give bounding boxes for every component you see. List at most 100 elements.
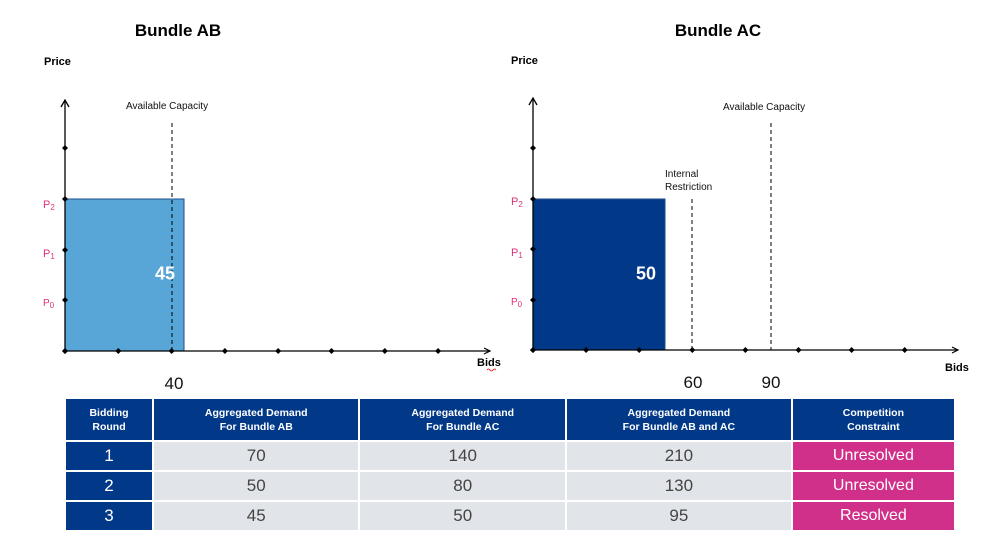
x-tick-marker: [636, 347, 643, 353]
header-demand-ac: Aggregated Demand For Bundle AC: [360, 399, 565, 440]
price-label-p2-ac: P2: [511, 196, 523, 209]
p-sub: 0: [517, 300, 523, 309]
price-label-p0-ab: P0: [43, 298, 54, 310]
x-axis-label-ac: Bids: [945, 362, 969, 374]
header-line: Aggregated Demand: [204, 406, 308, 419]
x-tick-marker: [435, 348, 442, 354]
restriction-value-ac: 60: [683, 373, 703, 392]
x-tick-marker: [795, 347, 802, 353]
demand-bar-ab: [64, 198, 185, 352]
cell-demand-ac: 80: [360, 472, 565, 500]
p-label: P: [511, 297, 518, 308]
cell-round: 2: [66, 472, 152, 500]
header-demand-ab-ac: Aggregated Demand For Bundle AB and AC: [566, 399, 791, 440]
available-capacity-label-ab: Available Capacity: [126, 101, 209, 112]
header-line: Constraint: [847, 420, 900, 433]
x-tick-marker: [115, 348, 122, 354]
bidding-rounds-table: Bidding Round Aggregated Demand For Bundle…: [64, 397, 956, 532]
y-tick-marker: [62, 297, 68, 303]
table-row: 1 70 140 210 Unresolved: [66, 442, 954, 470]
internal-restriction-label-1: Internal: [665, 169, 699, 180]
y-axis-arrow-icon: [528, 96, 538, 106]
header-demand-ab: Aggregated Demand For Bundle AB: [154, 399, 359, 440]
x-tick-marker: [742, 347, 749, 353]
price-label-p2-ab: P2: [43, 199, 55, 212]
capacity-value-ab: 40: [164, 374, 184, 393]
y-tick-marker: [62, 196, 68, 202]
y-tick-marker: [62, 247, 68, 253]
y-tick-marker: [530, 246, 536, 252]
y-tick-marker: [62, 145, 68, 151]
y-tick-marker: [530, 347, 536, 353]
p-sub: 1: [518, 251, 523, 260]
cell-demand-ab: 50: [154, 472, 359, 500]
p-label: P: [511, 247, 519, 259]
x-axis-arrow-icon: [951, 346, 960, 354]
p-label: P: [511, 196, 519, 208]
internal-restriction-label-2: Restriction: [665, 182, 713, 193]
available-capacity-label-ac: Available Capacity: [723, 102, 806, 113]
price-label-p1-ac: P1: [511, 247, 523, 260]
cell-constraint-status: Unresolved: [792, 472, 954, 500]
y-tick-marker: [530, 196, 536, 202]
cell-demand-ab: 45: [154, 502, 359, 530]
capacity-value-ac: 90: [761, 373, 781, 392]
bar-value-ac: 50: [635, 263, 657, 284]
header-line: Aggregated Demand: [411, 406, 515, 419]
x-tick-marker: [381, 348, 388, 354]
cell-demand-ac: 140: [360, 442, 565, 470]
y-tick-marker: [530, 145, 536, 151]
header-line: For Bundle AB: [219, 420, 293, 433]
cell-demand-ac: 50: [360, 502, 565, 530]
table-row: 3 45 50 95 Resolved: [66, 502, 954, 530]
y-axis-label-ab: Price: [44, 56, 71, 68]
x-tick-marker: [328, 348, 335, 354]
x-tick-marker: [583, 347, 590, 353]
x-axis-label-ab: Bids: [477, 357, 501, 369]
y-tick-marker: [62, 348, 68, 354]
cell-constraint-status: Resolved: [792, 502, 954, 530]
p-label: P: [43, 199, 51, 211]
y-axis-arrow-icon: [60, 98, 70, 108]
cell-demand-ab: 70: [154, 442, 359, 470]
header-bidding-round: Bidding Round: [66, 399, 152, 440]
table-header-row: Bidding Round Aggregated Demand For Bundle…: [66, 399, 954, 440]
header-line: For Bundle AC: [426, 420, 500, 433]
header-line: Round: [92, 420, 126, 433]
x-tick-marker: [848, 347, 855, 353]
p-label: P: [43, 298, 50, 309]
header-line: Bidding: [89, 406, 129, 419]
cell-demand-total: 130: [566, 472, 791, 500]
cell-demand-total: 95: [566, 502, 791, 530]
p-sub: 1: [50, 252, 55, 261]
header-line: Competition: [842, 406, 905, 419]
spellcheck-underline: [486, 368, 497, 372]
x-tick-marker: [221, 348, 228, 354]
y-tick-marker: [530, 297, 536, 303]
chart-title-ab: Bundle AB: [134, 21, 222, 40]
demand-bar-ac: [532, 198, 666, 351]
price-label-p0-ac: P0: [511, 297, 522, 309]
x-tick-marker: [275, 348, 282, 354]
cell-demand-total: 210: [566, 442, 791, 470]
chart-title-ac: Bundle AC: [674, 21, 762, 40]
cell-constraint-status: Unresolved: [792, 442, 954, 470]
price-label-p1-ab: P1: [43, 248, 55, 261]
p-sub: 2: [50, 203, 55, 212]
header-line: Aggregated Demand: [627, 406, 731, 419]
cell-round: 1: [66, 442, 152, 470]
p-sub: 2: [518, 200, 523, 209]
header-line: For Bundle AB and AC: [622, 420, 736, 433]
cell-round: 3: [66, 502, 152, 530]
x-axis-arrow-icon: [483, 347, 492, 355]
table-row: 2 50 80 130 Unresolved: [66, 472, 954, 500]
x-tick-marker: [168, 348, 175, 354]
x-tick-marker: [901, 347, 908, 353]
y-axis-label-ac: Price: [511, 55, 538, 67]
bar-value-ab: 45: [154, 263, 176, 284]
p-label: P: [43, 248, 51, 260]
x-tick-marker: [689, 347, 696, 353]
header-competition-constraint: Competition Constraint: [792, 399, 954, 440]
